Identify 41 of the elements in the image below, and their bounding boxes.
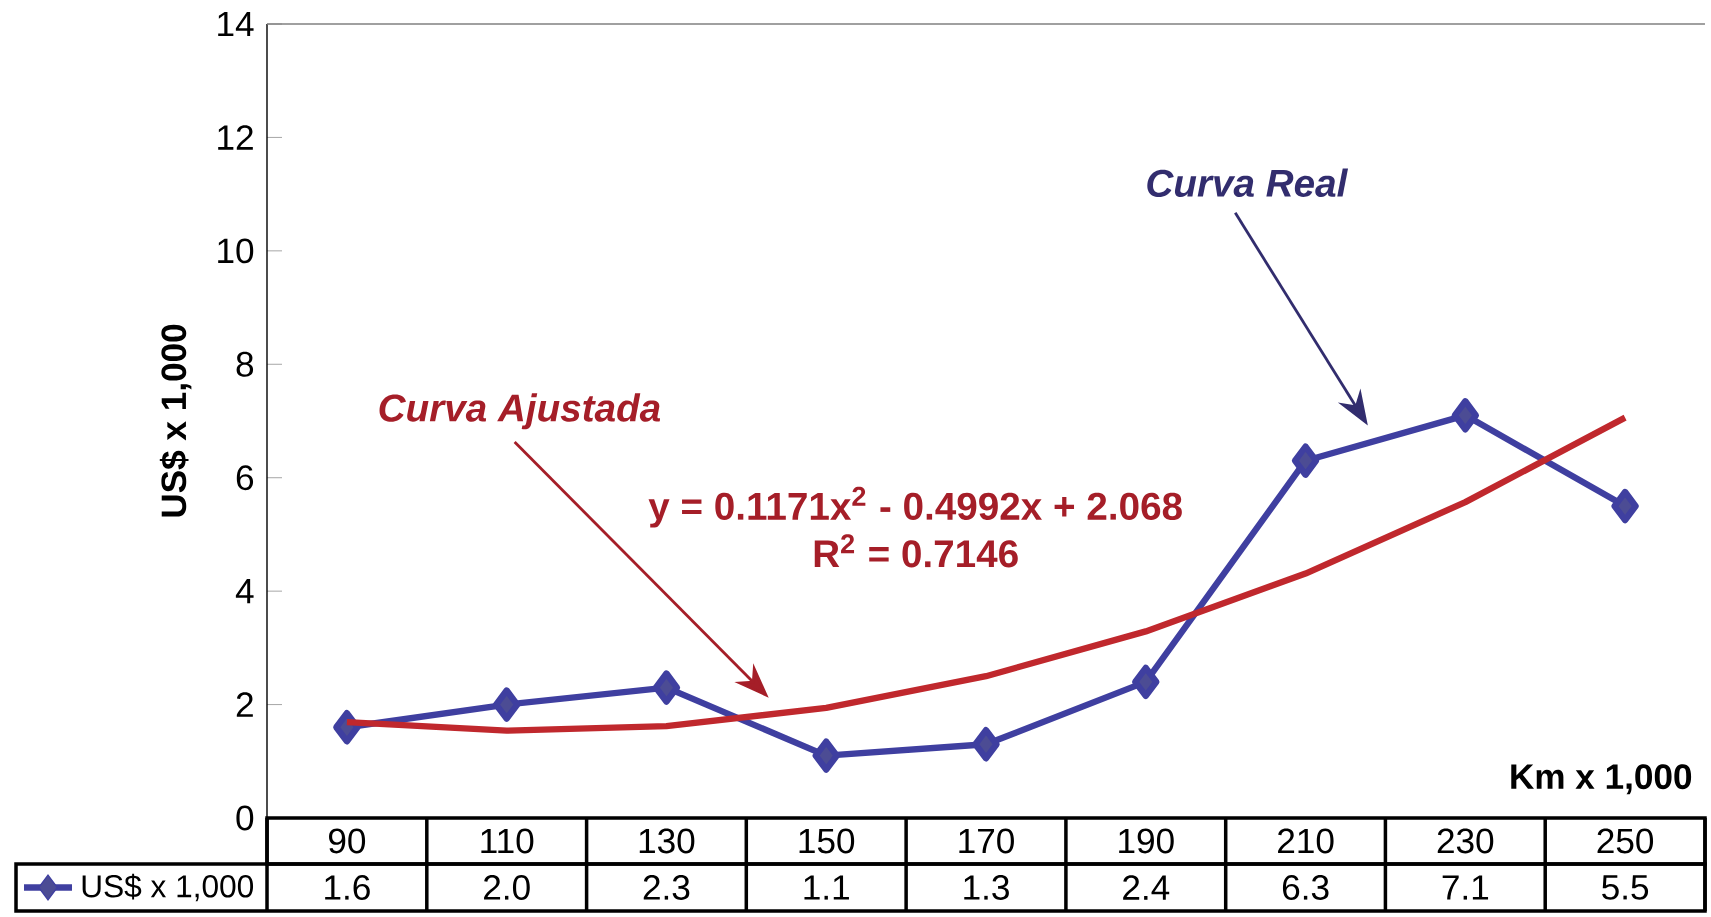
annotation: Curva Real bbox=[1147, 168, 1349, 197]
data-label: 2.0 bbox=[484, 875, 530, 900]
x-axis-title: Km x 1,000 bbox=[1511, 764, 1692, 795]
point bbox=[812, 738, 840, 773]
y-tick-label: 2 bbox=[236, 692, 253, 717]
y-tick-label: 10 bbox=[218, 238, 254, 264]
x-tick-label: 110 bbox=[481, 828, 534, 854]
data-label: 7.1 bbox=[1442, 875, 1489, 900]
x-tick-label: 90 bbox=[329, 828, 366, 854]
x-tick-label: 150 bbox=[799, 828, 855, 854]
point bbox=[492, 687, 521, 722]
data-label: 1.6 bbox=[325, 875, 370, 900]
y-tick-label: 12 bbox=[218, 125, 253, 150]
annotation: R$^{2}$ = 0.7146 bbox=[814, 534, 1018, 568]
x-tick-label: 230 bbox=[1437, 828, 1494, 854]
point bbox=[652, 670, 681, 705]
point bbox=[1451, 398, 1480, 433]
data-label: 1.3 bbox=[964, 875, 1009, 900]
data-label: 5.5 bbox=[1602, 875, 1649, 900]
point bbox=[972, 727, 1000, 762]
y-tick-label: 0 bbox=[236, 805, 254, 831]
y-tick-label: 8 bbox=[236, 351, 254, 377]
y-axis-title: US$ x 1,000 bbox=[159, 324, 192, 517]
data-label: 2.3 bbox=[643, 875, 690, 900]
data-label: 6.3 bbox=[1282, 875, 1329, 900]
annotation: Curva Ajustada bbox=[379, 393, 661, 430]
y-tick-label: 6 bbox=[236, 465, 254, 491]
y-tick-label: 4 bbox=[235, 579, 254, 604]
x-tick-label: 210 bbox=[1278, 828, 1334, 854]
data-label: 2.4 bbox=[1123, 875, 1170, 900]
point bbox=[1611, 488, 1639, 524]
data-label: 1.1 bbox=[804, 875, 849, 900]
y-tick-label: 14 bbox=[218, 11, 254, 37]
x-tick-label: 170 bbox=[959, 828, 1014, 854]
point bbox=[1291, 443, 1320, 478]
annotation: y = 0.1171x$^{2}$ - 0.4992x + 2.068 bbox=[648, 486, 1182, 528]
legend-label: US$ x 1,000 bbox=[82, 873, 254, 902]
x-tick-label: 130 bbox=[639, 828, 695, 854]
point bbox=[1132, 664, 1160, 700]
x-tick-label: 190 bbox=[1119, 828, 1174, 854]
x-tick-label: 250 bbox=[1597, 828, 1654, 854]
